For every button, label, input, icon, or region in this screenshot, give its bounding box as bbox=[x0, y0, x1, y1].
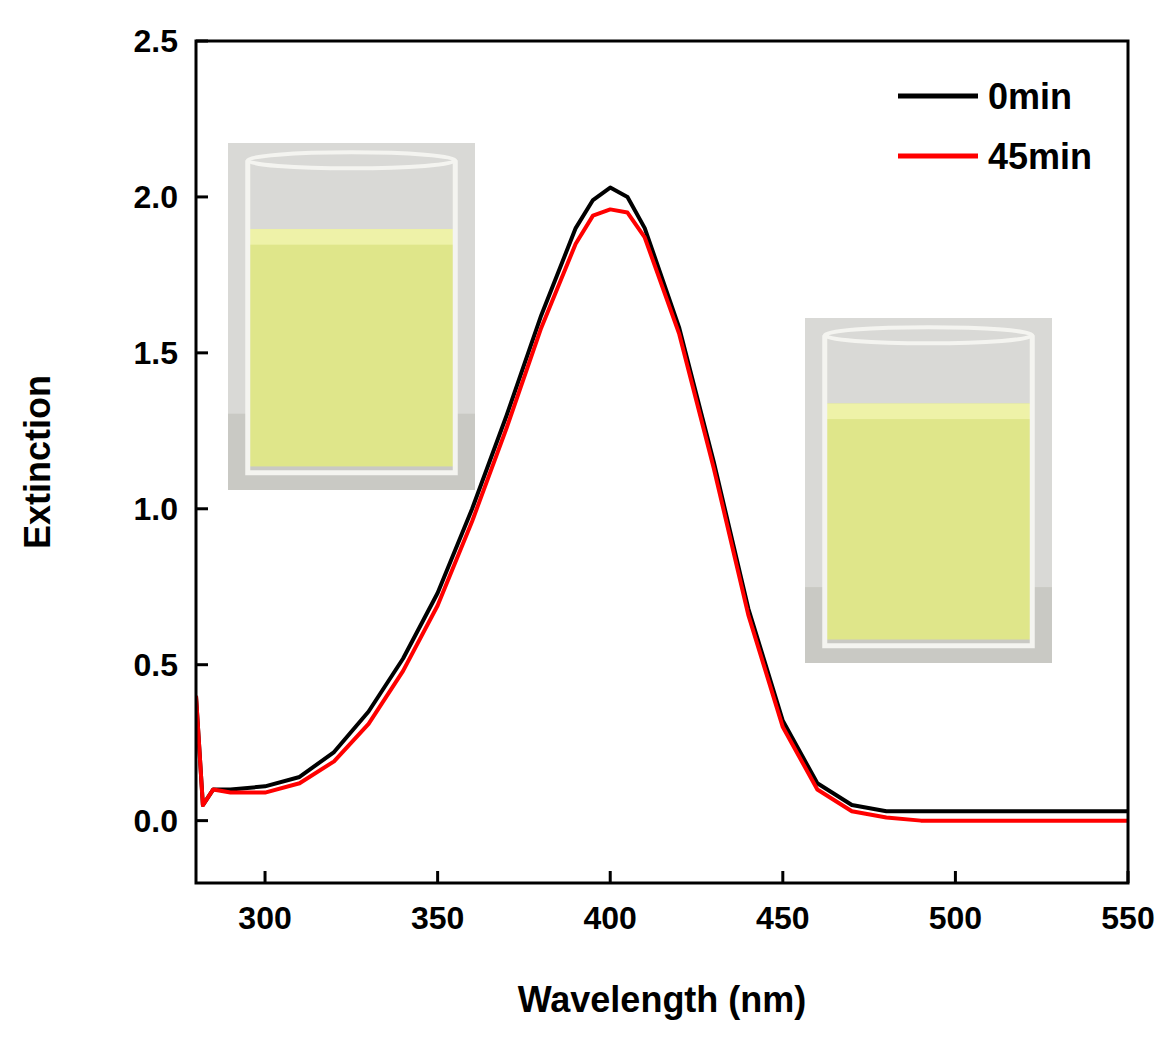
y-tick-label: 1.0 bbox=[134, 491, 178, 527]
legend-label: 0min bbox=[988, 76, 1072, 117]
legend: 0min 45min bbox=[898, 76, 1092, 177]
liquid bbox=[825, 404, 1032, 640]
legend-swatch bbox=[898, 154, 978, 159]
y-tick bbox=[196, 40, 208, 43]
x-tick bbox=[781, 871, 784, 883]
x-tick bbox=[609, 871, 612, 883]
rim bbox=[248, 152, 455, 168]
y-tick bbox=[196, 663, 208, 666]
y-tick-label: 1.5 bbox=[134, 335, 178, 371]
x-tick bbox=[264, 871, 267, 883]
glass bbox=[248, 160, 455, 472]
x-tick-label: 350 bbox=[411, 900, 464, 936]
x-tick bbox=[436, 871, 439, 883]
rim bbox=[825, 327, 1032, 343]
x-tick-label: 450 bbox=[756, 900, 809, 936]
photo-bg bbox=[228, 143, 475, 490]
y-tick bbox=[196, 507, 208, 510]
liquid-top bbox=[825, 404, 1032, 420]
glass bbox=[825, 335, 1032, 646]
x-axis-title: Wavelength (nm) bbox=[518, 979, 807, 1020]
liquid-top bbox=[248, 229, 455, 245]
inset-0min bbox=[228, 143, 475, 490]
inset-45min bbox=[805, 318, 1052, 663]
series-line bbox=[196, 209, 1128, 820]
liquid bbox=[248, 229, 455, 466]
y-tick bbox=[196, 195, 208, 198]
y-axis-title: Extinction bbox=[17, 375, 58, 549]
y-tick-label: 0.0 bbox=[134, 803, 178, 839]
y-tick-label: 2.5 bbox=[134, 23, 178, 59]
y-tick bbox=[196, 351, 208, 354]
y-tick bbox=[196, 819, 208, 822]
x-tick bbox=[954, 871, 957, 883]
x-tick-label: 400 bbox=[584, 900, 637, 936]
y-tick-label: 0.5 bbox=[134, 647, 178, 683]
legend-label: 45min bbox=[988, 136, 1092, 177]
chart: 300 350 400 450 500 550 0.0 0.5 1.0 1.5 2.0 2.5 Wave… bbox=[0, 0, 1173, 1039]
x-tick-label: 550 bbox=[1101, 900, 1154, 936]
x-tick bbox=[1127, 871, 1130, 883]
y-tick-label: 2.0 bbox=[134, 179, 178, 215]
lines bbox=[196, 188, 1128, 821]
plot-frame bbox=[196, 41, 1128, 883]
x-tick-label: 300 bbox=[238, 900, 291, 936]
x-tick-label: 500 bbox=[929, 900, 982, 936]
legend-swatch bbox=[898, 94, 978, 99]
photo-bg bbox=[805, 318, 1052, 663]
